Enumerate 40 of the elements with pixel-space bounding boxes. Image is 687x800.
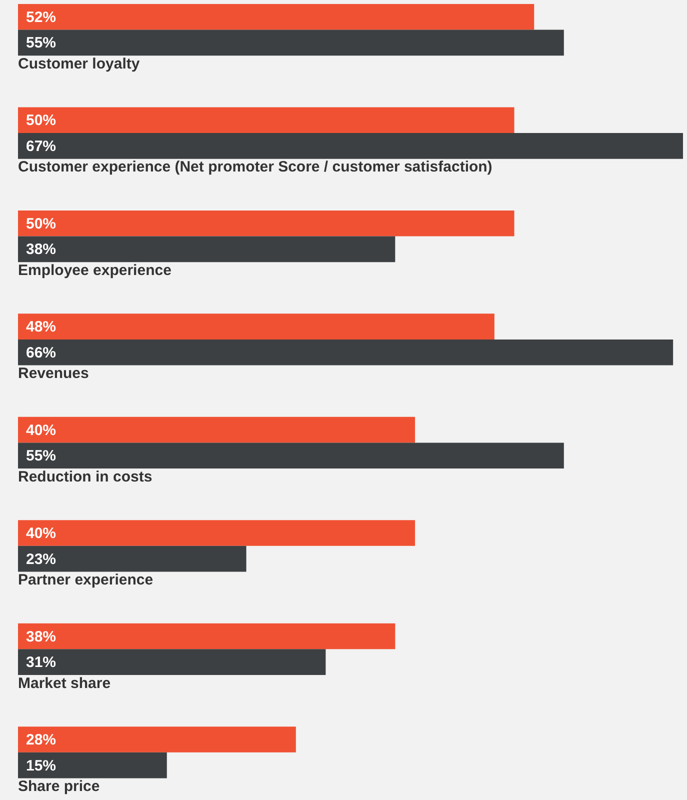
data-label: 52% — [26, 8, 56, 26]
data-label: 15% — [26, 757, 56, 774]
bar — [18, 416, 416, 443]
bar — [18, 752, 167, 778]
bar — [18, 442, 564, 469]
data-label: 67% — [26, 138, 56, 155]
bar — [18, 339, 674, 366]
bar — [18, 107, 514, 134]
data-label: 55% — [26, 34, 56, 52]
y-tick-label: Market share — [18, 674, 111, 692]
data-label: 55% — [26, 448, 56, 465]
y-tick-label: Customer loyalty — [18, 56, 140, 73]
data-label: 23% — [26, 550, 56, 568]
data-label: 28% — [26, 731, 56, 748]
bar — [18, 210, 514, 236]
bar — [18, 623, 396, 650]
data-label: 31% — [26, 654, 56, 672]
data-label: 38% — [26, 628, 56, 646]
y-tick-label: Partner experience — [18, 572, 154, 589]
data-label: 48% — [26, 318, 56, 336]
data-label: 40% — [26, 422, 56, 439]
bar — [18, 520, 416, 546]
bar — [18, 726, 296, 752]
data-label: 38% — [26, 241, 56, 258]
y-tick-label: Reduction in costs — [18, 468, 152, 486]
data-label: 50% — [26, 215, 56, 232]
data-label: 66% — [26, 344, 56, 362]
bar — [18, 314, 494, 340]
y-tick-label: Revenues — [18, 365, 89, 382]
data-label: 50% — [26, 112, 56, 130]
bar — [18, 133, 683, 159]
y-tick-label: Share price — [18, 778, 100, 796]
bar — [18, 236, 396, 262]
y-tick-label: Employee experience — [18, 262, 172, 279]
bar — [18, 546, 246, 572]
y-tick-label: Customer experience (Net promoter Score / customer satisfaction) — [18, 158, 492, 176]
bar — [18, 30, 564, 56]
bar — [18, 649, 326, 675]
bar — [18, 4, 534, 30]
data-label: 40% — [26, 525, 56, 542]
